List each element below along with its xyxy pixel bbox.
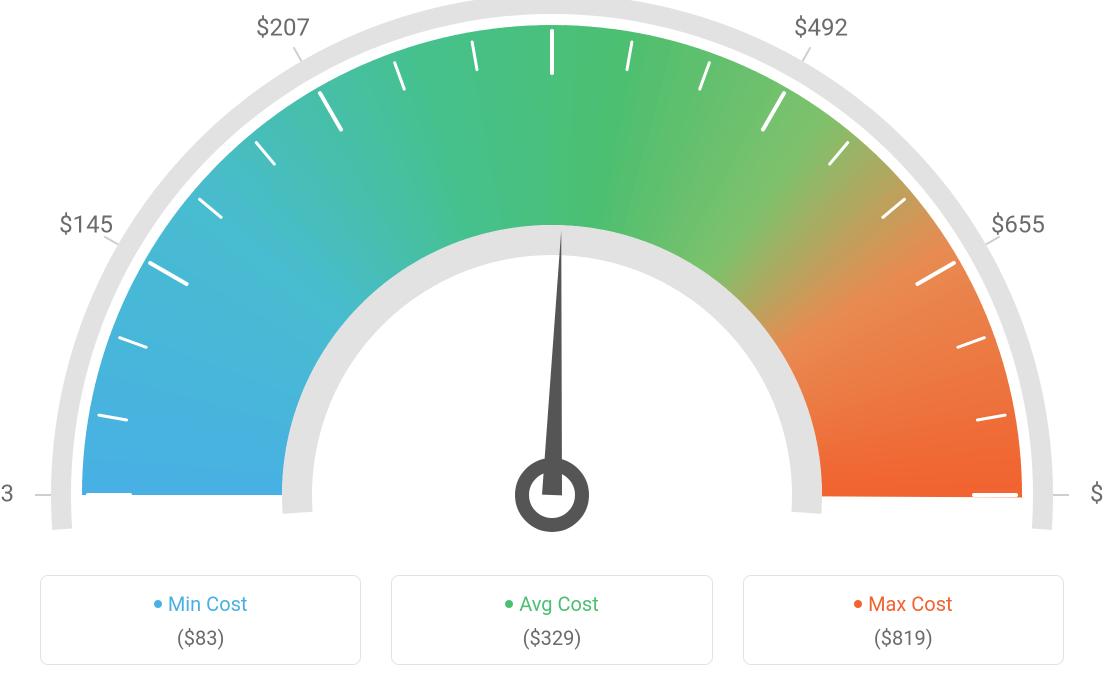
legend-row: Min Cost ($83) Avg Cost ($329) Max Cost … (40, 575, 1064, 665)
dot-icon-min (154, 600, 162, 608)
gauge-chart: $83$145$207$329$492$655$819 (0, 0, 1104, 555)
legend-card-max: Max Cost ($819) (743, 575, 1064, 665)
svg-text:$492: $492 (794, 13, 848, 41)
svg-text:$207: $207 (256, 13, 310, 41)
legend-avg-title: Avg Cost (402, 592, 701, 616)
legend-avg-value: ($329) (402, 626, 701, 650)
svg-text:$145: $145 (59, 210, 113, 238)
legend-min-title: Min Cost (51, 592, 350, 616)
legend-max-value: ($819) (754, 626, 1053, 650)
legend-card-avg: Avg Cost ($329) (391, 575, 712, 665)
dot-icon-max (854, 600, 862, 608)
cost-gauge-container: $83$145$207$329$492$655$819 Min Cost ($8… (0, 0, 1104, 690)
legend-min-label: Min Cost (168, 592, 248, 616)
dot-icon-avg (505, 600, 513, 608)
legend-max-title: Max Cost (754, 592, 1053, 616)
svg-text:$819: $819 (1090, 479, 1104, 507)
legend-card-min: Min Cost ($83) (40, 575, 361, 665)
svg-text:$83: $83 (0, 479, 14, 507)
legend-avg-label: Avg Cost (519, 592, 599, 616)
svg-text:$655: $655 (991, 210, 1045, 238)
legend-max-label: Max Cost (868, 592, 953, 616)
legend-min-value: ($83) (51, 626, 350, 650)
